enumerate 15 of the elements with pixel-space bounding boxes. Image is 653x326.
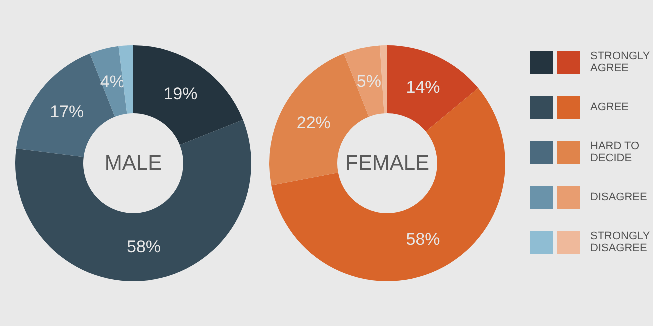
legend-label: AGREE xyxy=(590,102,630,114)
legend-label: STRONGLY AGREE xyxy=(590,50,651,74)
legend-label: DISAGREE xyxy=(590,192,648,204)
data-label: 4% xyxy=(100,72,125,92)
data-label: 22% xyxy=(296,114,331,133)
data-label: 14% xyxy=(406,78,440,97)
data-label: 58% xyxy=(127,237,162,256)
data-label: 58% xyxy=(406,230,440,250)
slice-label: FEMALE xyxy=(345,152,430,175)
data-label: 5% xyxy=(356,72,382,92)
legend-label: STRONGLY DISAGREE xyxy=(590,230,651,254)
data-label: 17% xyxy=(50,102,84,122)
legend-label: HARD TO DECIDE xyxy=(590,140,640,164)
slice-label: MALE xyxy=(104,152,162,175)
data-label: 19% xyxy=(164,84,198,104)
